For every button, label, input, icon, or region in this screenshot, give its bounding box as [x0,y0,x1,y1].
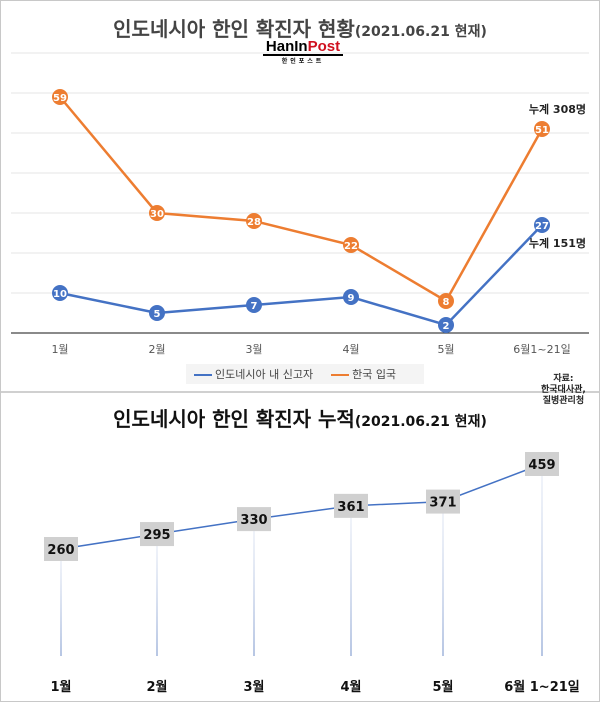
x-tick-label: 1월 [51,343,68,356]
drop-line [350,505,352,656]
value-box [140,522,174,547]
value-box [525,452,559,476]
data-point [438,293,454,309]
value-box [44,537,78,561]
x-tick-label: 4월 [342,343,359,356]
data-point [343,237,359,253]
x-tick-label: 1월 [50,679,71,695]
cumulative-line [60,463,543,550]
x-tick-label: 5월 [437,343,454,356]
data-label: 7 [251,301,258,312]
series-line-0 [59,224,543,327]
value-box [426,489,460,514]
data-label: 371 [429,496,456,511]
data-label: 59 [53,93,67,104]
data-point [534,217,550,233]
data-point [438,317,454,333]
x-tick-label: 2월 [146,679,167,695]
x-tick-label: 3월 [245,343,262,356]
drop-line [156,534,158,656]
data-point [343,289,359,305]
drop-line [253,519,255,656]
data-label: 260 [47,543,74,558]
data-label: 459 [528,458,555,473]
data-label: 10 [53,289,67,300]
legend: 인도네시아 내 신고자 한국 입국 [186,364,424,384]
bottom-chart-title: 인도네시아 한인 확진자 누적(2021.06.21 현재) [113,407,487,431]
data-label: 5 [154,309,161,320]
data-point [246,297,262,313]
series-line-1 [59,96,544,303]
data-point [149,305,165,321]
drop-line [541,464,543,656]
data-point [52,89,68,105]
data-label: 51 [535,125,549,136]
value-box [334,493,368,518]
top-chart-panel: 인도네시아 한인 확진자 현황(2021.06.21 현재) HanInPost… [1,1,599,393]
data-label: 9 [348,293,355,304]
value-box [237,507,271,532]
data-label: 30 [150,209,164,220]
data-label: 295 [143,528,170,543]
data-label: 361 [337,500,364,515]
x-tick-label: 2월 [148,343,165,356]
top-chart-title: 인도네시아 한인 확진자 현황(2021.06.21 현재) [113,17,487,41]
annotation-korea-total: 누계 308명 [529,102,586,116]
data-label: 22 [344,241,358,252]
x-tick-label: 6월 1~21일 [504,679,580,695]
data-point [149,205,165,221]
legend-item-local: 인도네시아 내 신고자 [194,366,313,382]
source-note: 자료: 한국대사관, 질병관리청 [541,374,586,406]
data-point [52,285,68,301]
x-tick-label: 5월 [432,679,453,695]
x-tick-label: 6월1~21일 [513,342,570,356]
annotation-local-total: 누계 151명 [529,236,586,250]
data-label: 330 [240,513,267,528]
drop-line [60,549,62,656]
hanin-post-logo: HanInPost 한인포스트 [263,39,343,65]
x-tick-label: 3월 [243,679,264,695]
data-label: 27 [535,221,549,232]
data-point [534,121,550,137]
data-label: 2 [443,321,450,332]
data-point [246,213,262,229]
data-label: 8 [443,297,450,308]
legend-item-korea: 한국 입국 [331,366,396,382]
drop-line [442,501,444,656]
x-tick-label: 4월 [340,679,361,695]
data-label: 28 [247,217,261,228]
